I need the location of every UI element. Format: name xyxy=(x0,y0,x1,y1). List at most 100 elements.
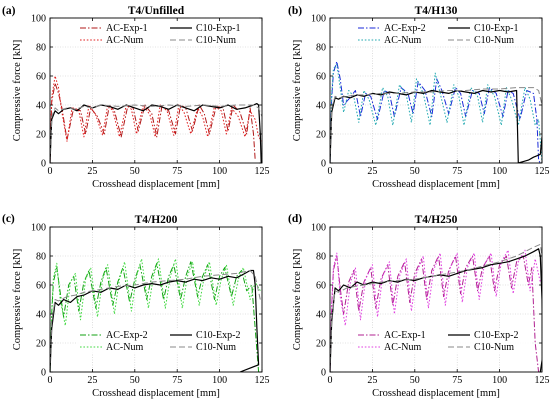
panel-label: (b) xyxy=(288,5,302,17)
x-tick-label: 100 xyxy=(492,166,507,177)
chart-panel-3: 0 25 50 75 100 125 0 20 40 60 80 100 T4/H200 (c) Cross… xyxy=(2,213,270,399)
y-tick-label: 40 xyxy=(36,101,46,112)
series-line-c10-exp-2 xyxy=(330,248,542,372)
legend-entry: AC-Exp-1 xyxy=(106,23,148,34)
legend-entry: C10-Exp-2 xyxy=(196,330,240,341)
legend-entry: C10-Num xyxy=(474,342,514,353)
chart-title: T4/H200 xyxy=(135,214,178,226)
series-line-c10-num xyxy=(50,270,261,372)
x-tick-label: 50 xyxy=(130,375,140,386)
y-tick-label: 80 xyxy=(316,43,326,54)
chart-panel-4: 0 25 50 75 100 125 0 20 40 60 80 100 T4/H250 (d) Cross… xyxy=(288,213,550,399)
x-tick-label: 25 xyxy=(367,375,377,386)
y-tick-label: 60 xyxy=(316,281,326,292)
plot-frame xyxy=(49,226,263,373)
y-tick-label: 100 xyxy=(311,14,326,25)
y-tick-label: 100 xyxy=(31,223,46,234)
legend-entry: C10-Num xyxy=(196,35,236,46)
y-tick-label: 60 xyxy=(316,72,326,83)
x-tick-label: 100 xyxy=(212,375,227,386)
legend-entry: C10-Exp-1 xyxy=(196,23,240,34)
x-tick-label: 25 xyxy=(87,166,97,177)
legend-entry: C10-Num xyxy=(196,342,236,353)
legend-entry: AC-Num xyxy=(384,35,421,46)
legend: AC-Exp-2 C10-Exp-1 AC-Num C10-Num xyxy=(354,21,532,46)
legend-entry: AC-Exp-1 xyxy=(384,330,426,341)
x-tick-label: 75 xyxy=(172,166,182,177)
x-tick-label: 50 xyxy=(410,166,420,177)
y-axis-label: Compressive force [kN] xyxy=(12,249,23,350)
x-tick-label: 75 xyxy=(452,375,462,386)
legend: AC-Exp-2 C10-Exp-2 AC-Num C10-Num xyxy=(76,328,254,353)
legend: AC-Exp-1 C10-Exp-2 AC-Num C10-Num xyxy=(354,328,532,353)
chart-title: T4/H250 xyxy=(415,214,458,226)
x-axis-label: Crosshead displacement [mm] xyxy=(92,179,220,190)
legend-entry: AC-Exp-2 xyxy=(384,23,426,34)
series-line-ac-exp-2 xyxy=(50,261,260,372)
y-tick-label: 40 xyxy=(316,101,326,112)
x-tick-label: 100 xyxy=(212,166,227,177)
y-tick-label: 80 xyxy=(316,252,326,263)
series-line-c10-num xyxy=(330,243,542,372)
y-tick-label: 100 xyxy=(31,14,46,25)
y-tick-label: 80 xyxy=(36,43,46,54)
x-tick-label: 0 xyxy=(48,166,53,177)
x-tick-label: 50 xyxy=(130,166,140,177)
x-axis-label: Crosshead displacement [mm] xyxy=(372,179,500,190)
legend-entry: AC-Num xyxy=(106,35,143,46)
chart-title: T4/H130 xyxy=(415,5,458,17)
y-tick-label: 0 xyxy=(41,368,46,379)
legend-entry: C10-Exp-1 xyxy=(474,23,518,34)
x-tick-label: 125 xyxy=(535,375,550,386)
legend-entry: C10-Num xyxy=(474,35,514,46)
x-tick-label: 75 xyxy=(172,375,182,386)
y-tick-label: 0 xyxy=(41,159,46,170)
x-tick-label: 0 xyxy=(48,375,53,386)
chart-panel-2: 0 25 50 75 100 125 0 20 40 60 80 100 T4/H130 (b) Cross… xyxy=(288,5,550,190)
chart-panel-1: 0 25 50 75 100 125 0 20 40 60 80 100 T4/Unfilled (a) C… xyxy=(2,5,270,190)
x-tick-label: 75 xyxy=(452,166,462,177)
series-line-ac-num xyxy=(50,75,262,163)
y-tick-label: 20 xyxy=(316,339,326,350)
plot-frame xyxy=(329,226,543,373)
x-axis-label: Crosshead displacement [mm] xyxy=(92,388,220,399)
panel-label: (a) xyxy=(2,5,16,17)
y-tick-label: 0 xyxy=(321,159,326,170)
x-axis-label: Crosshead displacement [mm] xyxy=(372,388,500,399)
x-tick-label: 0 xyxy=(328,375,333,386)
legend-entry: AC-Exp-2 xyxy=(106,330,148,341)
series-line-c10-num xyxy=(50,104,262,163)
x-tick-label: 0 xyxy=(328,166,333,177)
series-line-ac-exp-1 xyxy=(330,255,540,372)
x-tick-label: 125 xyxy=(255,375,270,386)
series-line-ac-num xyxy=(330,63,542,163)
x-tick-label: 125 xyxy=(535,166,550,177)
y-tick-label: 20 xyxy=(36,339,46,350)
panel-label: (c) xyxy=(2,213,15,225)
plot-frame xyxy=(329,17,543,164)
x-tick-label: 25 xyxy=(87,375,97,386)
y-tick-label: 0 xyxy=(321,368,326,379)
series-line-c10-num xyxy=(330,87,542,163)
y-tick-label: 100 xyxy=(311,223,326,234)
x-tick-label: 25 xyxy=(367,166,377,177)
legend-entry: AC-Num xyxy=(384,342,421,353)
series-line-ac-exp-1 xyxy=(50,82,256,163)
plot-frame xyxy=(49,17,263,164)
y-tick-label: 60 xyxy=(36,281,46,292)
y-tick-label: 20 xyxy=(36,130,46,141)
y-axis-label: Compressive force [kN] xyxy=(292,40,303,141)
series-line-c10-exp-1 xyxy=(330,89,542,163)
y-axis-label: Compressive force [kN] xyxy=(292,249,303,350)
x-tick-label: 50 xyxy=(410,375,420,386)
y-tick-label: 40 xyxy=(36,310,46,321)
legend: AC-Exp-1 C10-Exp-1 AC-Num C10-Num xyxy=(76,21,254,46)
series-line-ac-num xyxy=(330,249,541,372)
y-tick-label: 20 xyxy=(316,130,326,141)
series-line-c10-exp-2 xyxy=(50,269,260,372)
y-axis-label: Compressive force [kN] xyxy=(12,40,23,141)
chart-title: T4/Unfilled xyxy=(128,5,185,17)
legend-entry: AC-Num xyxy=(106,342,143,353)
y-tick-label: 60 xyxy=(36,72,46,83)
